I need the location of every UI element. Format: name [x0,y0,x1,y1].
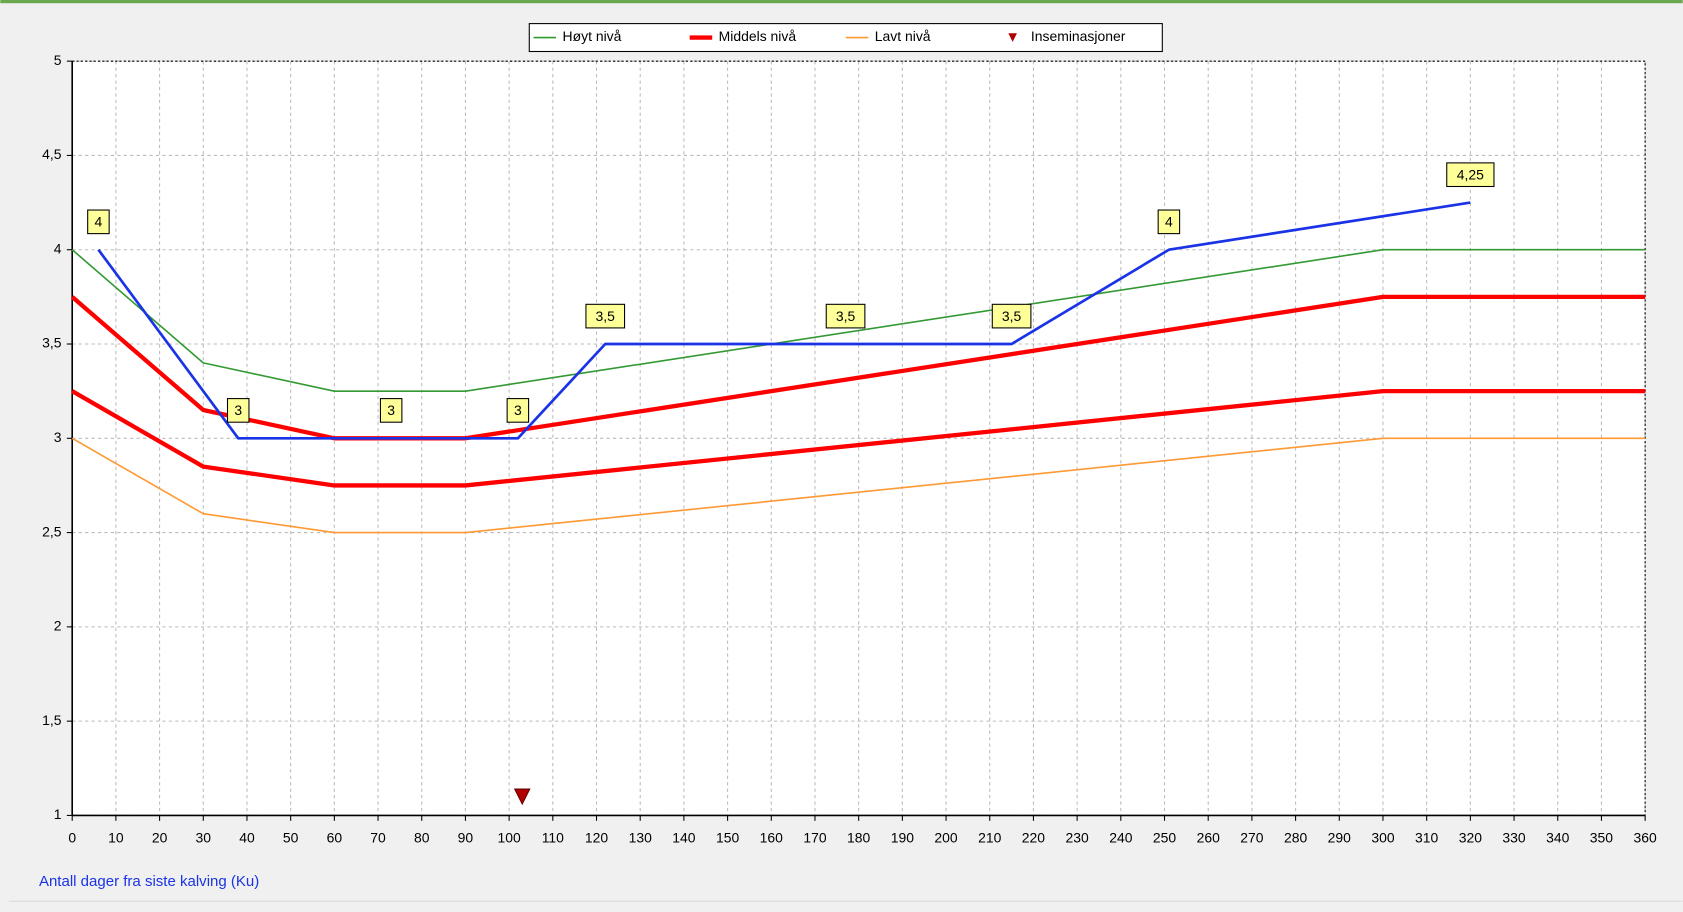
x-tick-label: 40 [239,830,255,846]
value-label: 4 [95,214,103,230]
x-tick-label: 180 [847,830,871,846]
y-tick-label: 1 [54,806,62,822]
series-line [71,248,1646,392]
y-tick-label: 5 [54,52,62,68]
x-tick-label: 320 [1459,830,1483,846]
x-tick-label: 120 [585,830,609,846]
x-tick-label: 240 [1109,830,1133,846]
x-tick-label: 230 [1065,830,1089,846]
x-tick-label: 200 [934,830,958,846]
series-line [71,389,1646,488]
x-tick-label: 140 [672,830,696,846]
x-tick-label: 160 [760,830,784,846]
legend: Høyt nivå Middels nivå Lavt nivå Inseminasj… [528,23,1163,53]
x-tick-label: 220 [1022,830,1046,846]
x-axis-label: Antall dager fra siste kalving (Ku) [39,873,259,890]
value-label-box [825,303,866,329]
series-line [97,201,1471,440]
value-label-box [87,209,110,235]
x-tick-label: 330 [1502,830,1526,846]
value-label-box [379,398,403,423]
x-tick-label: 170 [803,830,827,846]
x-tick-label: 110 [542,830,564,846]
value-label: 4 [1165,214,1173,230]
legend-label: Inseminasjoner [1031,28,1126,44]
value-label: 3,5 [1002,308,1022,324]
top-border [0,0,1683,4]
x-tick-label: 80 [414,830,430,846]
x-tick-label: 70 [370,830,386,846]
x-tick-label: 20 [152,830,168,846]
x-tick-label: 360 [1634,830,1658,846]
value-label-box [1157,209,1181,235]
x-tick-label: 340 [1546,830,1570,846]
x-tick-label: 310 [1415,830,1439,846]
x-tick-label: 90 [458,830,474,846]
y-tick-label: 4,5 [42,146,62,162]
insemination-marker [513,788,531,806]
x-tick-label: 10 [108,830,124,846]
series-line [71,437,1646,534]
legend-marker [1008,33,1017,42]
x-tick-label: 280 [1284,830,1308,846]
value-label: 3 [514,402,522,418]
x-tick-label: 250 [1153,830,1177,846]
value-label-box [1446,162,1495,188]
value-label: 3 [387,402,395,418]
y-tick-label: 2 [54,618,62,634]
value-label-box [991,303,1032,329]
x-tick-label: 0 [68,830,76,846]
x-tick-label: 290 [1328,830,1352,846]
x-tick-label: 150 [716,830,740,846]
x-tick-label: 50 [283,830,299,846]
x-tick-label: 260 [1197,830,1221,846]
x-tick-label: 130 [629,830,653,846]
x-tick-label: 300 [1371,830,1395,846]
x-tick-label: 30 [196,830,212,846]
value-label-box [585,303,626,329]
value-label-box [506,398,530,423]
legend-label: Lavt nivå [875,28,931,44]
value-label: 3,5 [836,308,856,324]
x-tick-label: 350 [1590,830,1614,846]
x-tick-label: 270 [1240,830,1264,846]
x-tick-label: 100 [497,830,521,846]
value-label: 4,25 [1457,166,1484,182]
y-tick-label: 1,5 [42,712,62,728]
plot-border [72,60,1646,816]
y-tick-label: 2,5 [42,523,62,539]
legend-label: Middels nivå [719,28,797,44]
x-tick-label: 210 [978,830,1002,846]
y-tick-label: 4 [54,240,62,256]
x-tick-label: 60 [327,830,343,846]
value-label: 3,5 [596,308,616,324]
value-label-box [226,398,250,423]
legend-label: Høyt nivå [563,28,622,44]
y-tick-label: 3 [54,429,62,445]
value-label: 3 [234,402,242,418]
y-tick-label: 3,5 [42,335,62,351]
x-tick-label: 190 [891,830,915,846]
